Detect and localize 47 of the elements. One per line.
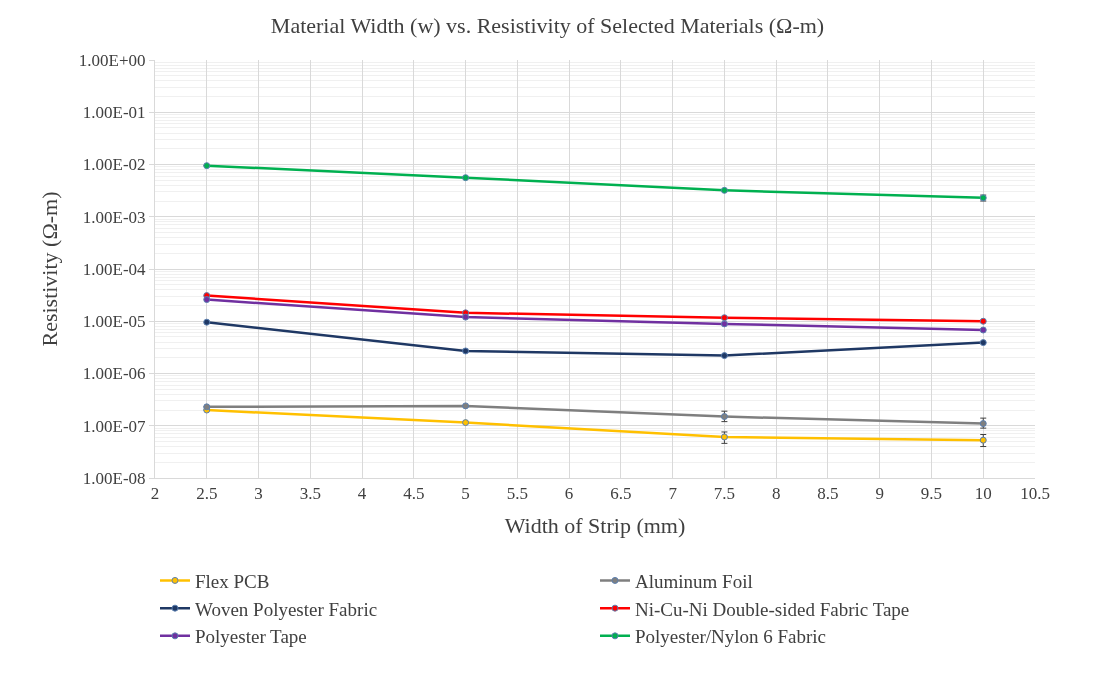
y-tick-label: 1.00E+00 — [78, 50, 146, 70]
legend-label: Aluminum Foil — [635, 570, 753, 592]
x-tick-label: 5 — [461, 484, 470, 504]
y-tick-label: 1.00E-04 — [82, 259, 147, 279]
legend-label: Polyester/Nylon 6 Fabric — [635, 626, 827, 648]
point — [979, 317, 987, 325]
x-axis-title: Width of Strip (mm) — [504, 513, 686, 539]
x-tick-label: 8 — [771, 484, 781, 504]
x-tick-label: 7 — [668, 484, 678, 504]
x-tick-label: 10 — [974, 484, 992, 504]
x-tick-label: 7.5 — [713, 484, 736, 504]
x-tick-label: 6 — [564, 484, 574, 504]
x-tick-label: 2.5 — [196, 484, 218, 504]
point — [979, 339, 987, 347]
point — [979, 326, 987, 334]
x-tick-label: 10.5 — [1020, 484, 1050, 504]
x-tick-label: 6.5 — [610, 484, 632, 504]
y-tick-label: 1.00E-03 — [82, 207, 146, 227]
x-tick-label: 5.5 — [506, 484, 528, 504]
y-tick-label: 1.00E-08 — [82, 468, 146, 488]
x-tick-label: 3.5 — [299, 484, 321, 504]
x-tick-label: 4 — [357, 484, 367, 504]
x-tick-label: 8.5 — [817, 484, 839, 504]
x-tick-label: 9.5 — [920, 484, 943, 504]
x-tick-label: 2 — [150, 484, 160, 504]
point — [720, 320, 728, 328]
x-tick-label: 3 — [254, 484, 263, 504]
x-tick-label: 4.5 — [403, 484, 425, 504]
legend-label: Ni-Cu-Ni Double-sided Fabric Tape — [635, 598, 910, 620]
point — [203, 296, 211, 304]
y-tick-label: 1.00E-06 — [82, 364, 146, 384]
y-tick-label: 1.00E-02 — [82, 155, 146, 175]
point — [979, 436, 987, 444]
point — [203, 318, 211, 326]
point — [462, 347, 470, 355]
y-tick-label: 1.00E-01 — [82, 103, 146, 123]
point — [720, 314, 728, 322]
y-axis-title: Resistivity (Ω-m) — [36, 191, 62, 347]
y-tick-label: 1.00E-07 — [82, 416, 147, 436]
point — [720, 352, 728, 360]
x-tick-label: 9 — [875, 484, 884, 504]
legend-label: Flex PCB — [195, 570, 270, 592]
legend-label: Polyester Tape — [195, 626, 307, 648]
legend-label: Woven Polyester Fabric — [195, 598, 378, 620]
point — [462, 313, 470, 321]
chart-title: Material Width (w) vs. Resistivity of Selected Materials (Ω-m) — [270, 12, 825, 38]
y-tick-label: 1.00E-05 — [82, 312, 146, 332]
